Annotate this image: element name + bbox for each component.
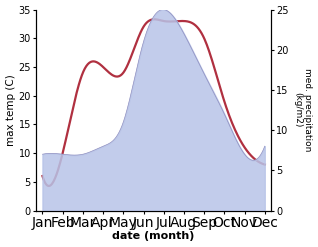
Y-axis label: max temp (C): max temp (C): [5, 74, 16, 146]
X-axis label: date (month): date (month): [113, 231, 195, 242]
Y-axis label: med. precipitation
(kg/m2): med. precipitation (kg/m2): [293, 68, 313, 152]
